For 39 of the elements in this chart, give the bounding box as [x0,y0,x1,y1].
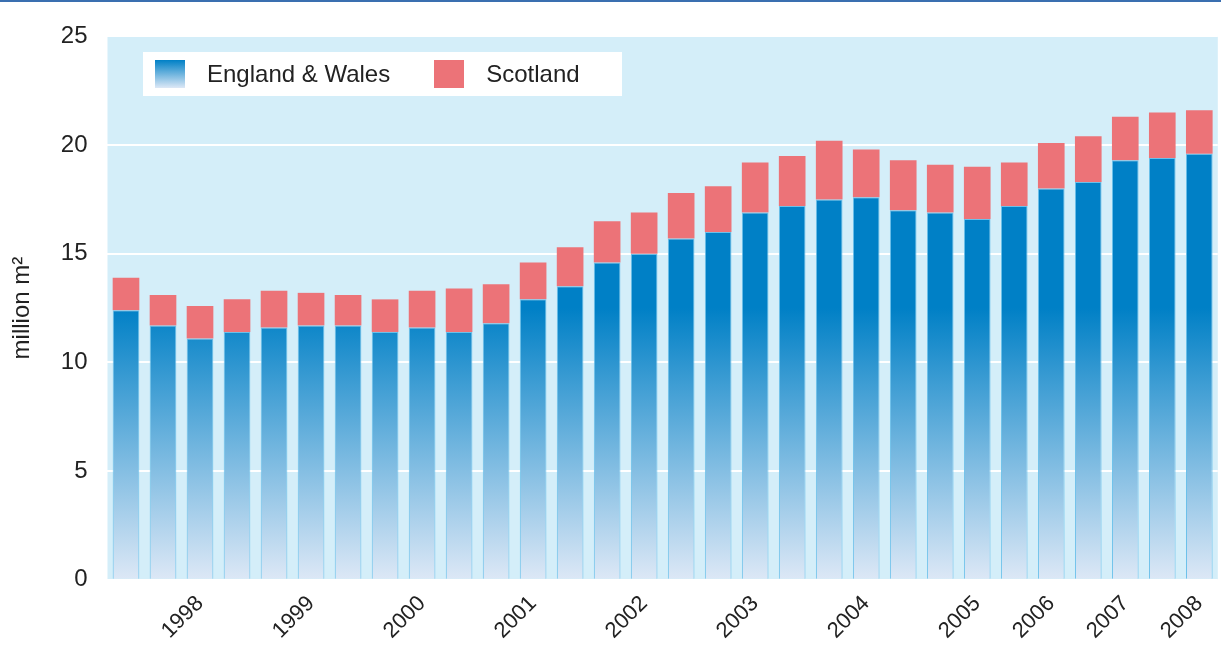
legend-label: England & Wales [207,60,391,88]
bar [1185,110,1213,154]
bar [963,166,991,219]
bar [556,247,584,287]
bar [1000,162,1028,206]
bar [297,292,325,326]
bar [852,149,880,198]
bar [408,290,436,328]
bar [815,140,843,200]
bar [149,295,177,326]
y-tick-label: 25 [60,21,88,49]
bar [371,299,399,332]
y-tick-label: 10 [60,347,88,375]
bar [741,162,769,213]
bar [593,221,621,263]
bar [667,192,695,239]
bar [630,212,658,254]
bar [1111,116,1139,161]
y-tick-label: 0 [74,564,88,592]
y-tick-label: 20 [60,129,88,157]
bar [926,164,954,213]
bar [889,160,917,211]
bar [1148,112,1176,159]
y-axis-title: million m² [7,256,35,360]
y-tick-label: 15 [60,238,88,266]
bar [704,186,732,232]
bar [519,262,547,300]
bar [186,305,214,339]
bar [1037,142,1065,189]
legend-label: Scotland [486,60,580,88]
bar [778,155,806,206]
bar [260,290,288,328]
bar [1074,136,1102,183]
bar [112,277,140,311]
bar [334,295,362,326]
y-tick-label: 5 [74,455,88,483]
bar [482,284,510,324]
bar [223,299,251,332]
bar [445,288,473,332]
